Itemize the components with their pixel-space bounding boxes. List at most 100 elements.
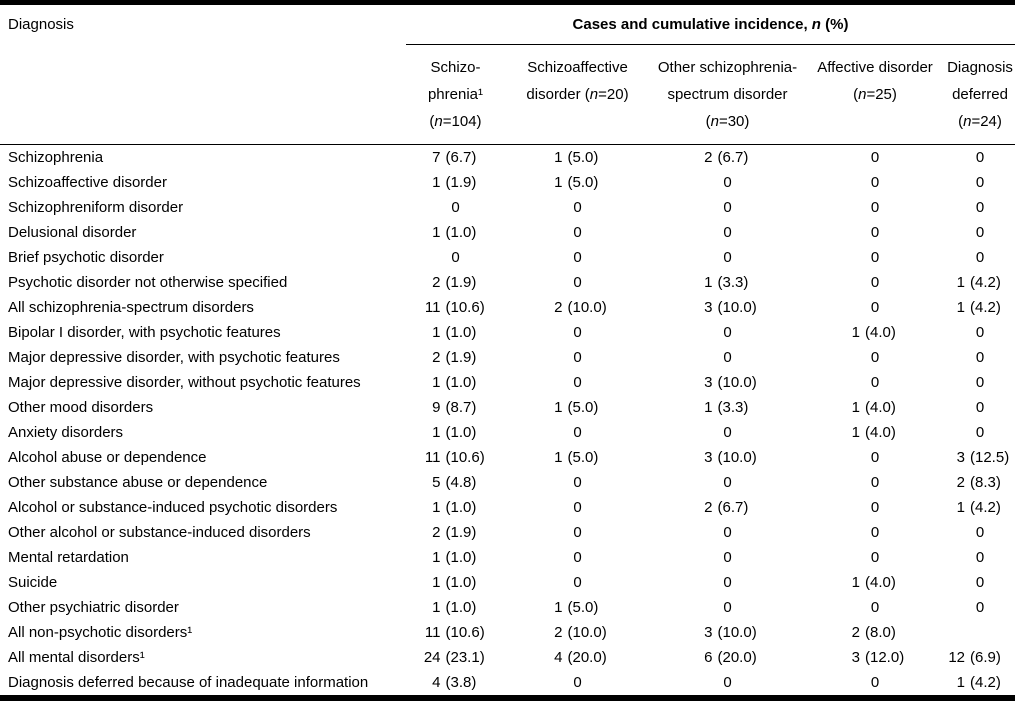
value-cell: 11 (10.6) — [424, 449, 485, 466]
value-cell: 0 — [975, 424, 985, 441]
value-cell: 0 — [573, 199, 582, 216]
value-cell: 0 — [723, 224, 732, 241]
value-cell: 1 (1.0) — [432, 599, 477, 616]
value-cell: 2 (1.9) — [432, 524, 477, 541]
value-cell: 0 — [723, 174, 732, 191]
row-label: All schizophrenia-spectrum disorders — [8, 299, 254, 316]
value-cell: 1 (1.0) — [432, 374, 477, 391]
value-cell: 0 — [870, 349, 880, 366]
diagnosis-column-header: Diagnosis — [0, 2, 406, 145]
value-cell: 0 — [870, 199, 880, 216]
row-label: Schizoaffective disorder — [8, 174, 167, 191]
table-row: Bipolar I disorder, with psychotic featu… — [0, 320, 1015, 345]
value-cell: 0 — [451, 199, 460, 216]
row-label: Suicide — [8, 574, 58, 591]
table-row: Other psychiatric disorder 1 (1.0) 1 (5.0) 0 0… — [0, 595, 1015, 620]
row-label: Psychotic disorder not otherwise specifi… — [8, 274, 288, 291]
value-cell: 1 (4.2) — [956, 274, 1001, 291]
table-row: All mental disorders¹ 24 (23.1) 4 (20.0) 6 (20… — [0, 645, 1015, 670]
value-cell: 1 (4.0) — [851, 424, 896, 441]
value-cell: 1 (4.2) — [956, 499, 1001, 516]
table-row: Other substance abuse or dependence 5 (4.8… — [0, 470, 1015, 495]
value-cell: 0 — [723, 574, 732, 591]
table-row: Mental retardation 1 (1.0) 0 0 0 0 — [0, 545, 1015, 570]
table-row: Suicide 1 (1.0) 0 0 1 (4.0) 0 — [0, 570, 1015, 595]
value-cell: 1 (4.2) — [956, 299, 1001, 316]
row-label: Major depressive disorder, with psychoti… — [8, 349, 340, 366]
value-cell: 0 — [975, 149, 985, 166]
value-cell: 1 (1.0) — [432, 224, 477, 241]
value-cell: 0 — [573, 674, 582, 691]
value-cell: 5 (4.8) — [432, 474, 477, 491]
value-cell: 0 — [723, 674, 732, 691]
value-cell: 0 — [870, 499, 880, 516]
table-row: Schizophrenia 7 (6.7) 1 (5.0) 2 (6.7) 0 0 — [0, 145, 1015, 171]
value-cell: 0 — [975, 574, 985, 591]
value-cell: 0 — [573, 324, 582, 341]
value-cell — [945, 620, 1015, 645]
row-label: Alcohol or substance-induced psychotic d… — [8, 499, 338, 516]
value-cell: 1 (3.3) — [704, 274, 749, 291]
table-row: Major depressive disorder, without psych… — [0, 370, 1015, 395]
table-row: Other alcohol or substance-induced disor… — [0, 520, 1015, 545]
value-cell: 0 — [451, 249, 460, 266]
table-row: All non-psychotic disorders¹ 11 (10.6) 2 (10… — [0, 620, 1015, 645]
value-cell: 0 — [870, 449, 880, 466]
value-cell: 0 — [870, 549, 880, 566]
value-cell: 0 — [870, 674, 880, 691]
table-row: Schizoaffective disorder 1 (1.9) 1 (5.0) 0 0 0 — [0, 170, 1015, 195]
value-cell: 0 — [975, 599, 985, 616]
table-row: Anxiety disorders 1 (1.0) 0 0 1 (4.0) 0 — [0, 420, 1015, 445]
table-row: Brief psychotic disorder 0 0 0 0 0 — [0, 245, 1015, 270]
spanner-header: Cases and cumulative incidence, n (%) — [406, 2, 1015, 45]
value-cell: 0 — [975, 224, 985, 241]
value-cell: 11 (10.6) — [424, 624, 485, 641]
value-cell: 24 (23.1) — [423, 649, 485, 666]
value-cell: 1 (5.0) — [554, 174, 599, 191]
column-header-schizoaffective-disorder: Schizoaffective disorder (n=20) — [505, 44, 650, 145]
value-cell: 0 — [723, 324, 732, 341]
value-cell: 0 — [870, 474, 880, 491]
row-label: Schizophreniform disorder — [8, 199, 184, 216]
value-cell: 0 — [573, 424, 582, 441]
value-cell: 0 — [975, 324, 985, 341]
value-cell: 2 (1.9) — [432, 349, 477, 366]
value-cell: 0 — [573, 499, 582, 516]
value-cell: 0 — [870, 174, 880, 191]
value-cell: 3 (10.0) — [704, 299, 757, 316]
value-cell: 3 (10.0) — [704, 374, 757, 391]
table-row: Delusional disorder 1 (1.0) 0 0 0 0 — [0, 220, 1015, 245]
table-row: Diagnosis deferred because of inadequate… — [0, 670, 1015, 698]
table-row: All schizophrenia-spectrum disorders 11 (1… — [0, 295, 1015, 320]
value-cell: 0 — [870, 149, 880, 166]
value-cell: 0 — [870, 249, 880, 266]
value-cell: 0 — [723, 524, 732, 541]
value-cell: 1 (5.0) — [554, 149, 599, 166]
value-cell: 1 (4.0) — [851, 399, 896, 416]
value-cell: 0 — [975, 199, 985, 216]
value-cell: 1 (5.0) — [554, 399, 599, 416]
value-cell: 2 (6.7) — [704, 149, 749, 166]
table-row: Other mood disorders 9 (8.7) 1 (5.0) 1 (3.3) 1(… — [0, 395, 1015, 420]
value-cell: 0 — [723, 599, 732, 616]
value-cell: 0 — [723, 549, 732, 566]
value-cell: 0 — [870, 599, 880, 616]
row-label: All non-psychotic disorders¹ — [8, 624, 193, 641]
row-label: Diagnosis deferred because of inadequate… — [8, 674, 369, 691]
value-cell: 2 (1.9) — [432, 274, 477, 291]
row-label: All mental disorders¹ — [8, 649, 145, 666]
value-cell: 2 (6.7) — [704, 499, 749, 516]
value-cell: 2 (10.0) — [554, 299, 607, 316]
value-cell: 0 — [723, 199, 732, 216]
value-cell: 0 — [975, 549, 985, 566]
row-label: Schizophrenia — [8, 149, 104, 166]
value-cell: 1 (4.2) — [956, 674, 1001, 691]
value-cell: 0 — [975, 249, 985, 266]
spanner-row: Diagnosis Cases and cumulative incidence… — [0, 2, 1015, 145]
value-cell: 0 — [573, 374, 582, 391]
value-cell: 3 (10.0) — [704, 624, 757, 641]
value-cell: 1 (1.0) — [432, 424, 477, 441]
value-cell: 0 — [723, 349, 732, 366]
row-label: Other mood disorders — [8, 399, 154, 416]
row-label: Other psychiatric disorder — [8, 599, 179, 616]
